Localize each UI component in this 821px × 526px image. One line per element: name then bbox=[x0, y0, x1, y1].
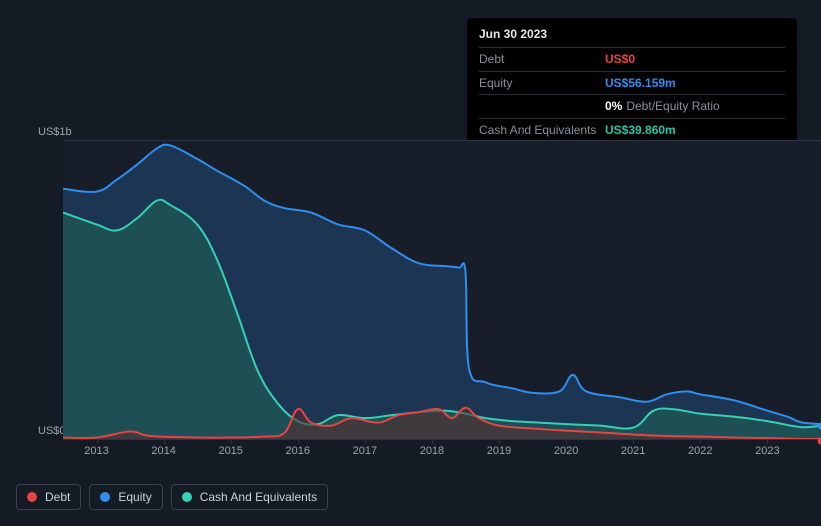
x-tick-mark bbox=[499, 439, 500, 444]
x-tick-label: 2018 bbox=[420, 445, 444, 457]
x-tick-label: 2023 bbox=[755, 445, 779, 457]
tooltip-value: US$56.159m bbox=[605, 75, 676, 92]
tooltip-label bbox=[479, 98, 605, 115]
legend-dot-icon bbox=[27, 492, 37, 502]
y-axis-top-label: US$1b bbox=[38, 126, 72, 138]
tooltip-row: EquityUS$56.159m bbox=[479, 71, 785, 95]
x-tick-mark bbox=[97, 439, 98, 444]
tooltip-label: Debt bbox=[479, 51, 605, 68]
plot-area[interactable]: 2013201420152016201720182019202020212022… bbox=[63, 140, 821, 440]
tooltip-row: Cash And EquivalentsUS$39.860m bbox=[479, 118, 785, 142]
tooltip-label: Cash And Equivalents bbox=[479, 122, 605, 139]
chart-tooltip: Jun 30 2023 DebtUS$0EquityUS$56.159m0%De… bbox=[467, 18, 797, 150]
tooltip-row: DebtUS$0 bbox=[479, 47, 785, 71]
series-end-marker bbox=[818, 423, 821, 430]
x-tick-label: 2016 bbox=[286, 445, 310, 457]
legend-item[interactable]: Debt bbox=[16, 484, 81, 510]
tooltip-date: Jun 30 2023 bbox=[479, 26, 785, 47]
legend-label: Debt bbox=[45, 490, 70, 504]
x-tick-label: 2019 bbox=[487, 445, 511, 457]
x-tick-label: 2017 bbox=[353, 445, 377, 457]
tooltip-value: 0%Debt/Equity Ratio bbox=[605, 98, 720, 115]
x-tick-mark bbox=[231, 439, 232, 444]
legend: Debt Equity Cash And Equivalents bbox=[16, 484, 328, 510]
x-tick-mark bbox=[164, 439, 165, 444]
tooltip-label: Equity bbox=[479, 75, 605, 92]
tooltip-value: US$0 bbox=[605, 51, 635, 68]
x-tick-mark bbox=[298, 439, 299, 444]
x-tick-label: 2021 bbox=[621, 445, 645, 457]
x-tick-label: 2020 bbox=[554, 445, 578, 457]
y-axis-bottom-label: US$0 bbox=[38, 425, 66, 437]
tooltip-row: 0%Debt/Equity Ratio bbox=[479, 94, 785, 118]
tooltip-suffix: Debt/Equity Ratio bbox=[626, 99, 719, 113]
series-end-marker bbox=[818, 438, 821, 445]
tooltip-rows: DebtUS$0EquityUS$56.159m0%Debt/Equity Ra… bbox=[479, 47, 785, 142]
legend-item[interactable]: Cash And Equivalents bbox=[171, 484, 328, 510]
chart-svg bbox=[63, 141, 821, 439]
x-tick-mark bbox=[566, 439, 567, 444]
tooltip-value: US$39.860m bbox=[605, 122, 676, 139]
x-axis: 2013 2014 2015 2016 2017 2018 2019 2020 2021 2022… bbox=[63, 439, 821, 459]
legend-dot-icon bbox=[182, 492, 192, 502]
legend-label: Equity bbox=[118, 490, 151, 504]
legend-label: Cash And Equivalents bbox=[200, 490, 317, 504]
x-tick-mark bbox=[633, 439, 634, 444]
x-tick-mark bbox=[365, 439, 366, 444]
legend-dot-icon bbox=[100, 492, 110, 502]
x-tick-mark bbox=[700, 439, 701, 444]
x-tick-label: 2022 bbox=[688, 445, 712, 457]
x-tick-mark bbox=[767, 439, 768, 444]
x-tick-mark bbox=[432, 439, 433, 444]
x-tick-label: 2015 bbox=[218, 445, 242, 457]
legend-item[interactable]: Equity bbox=[89, 484, 162, 510]
x-tick-label: 2013 bbox=[84, 445, 108, 457]
x-tick-label: 2014 bbox=[151, 445, 175, 457]
